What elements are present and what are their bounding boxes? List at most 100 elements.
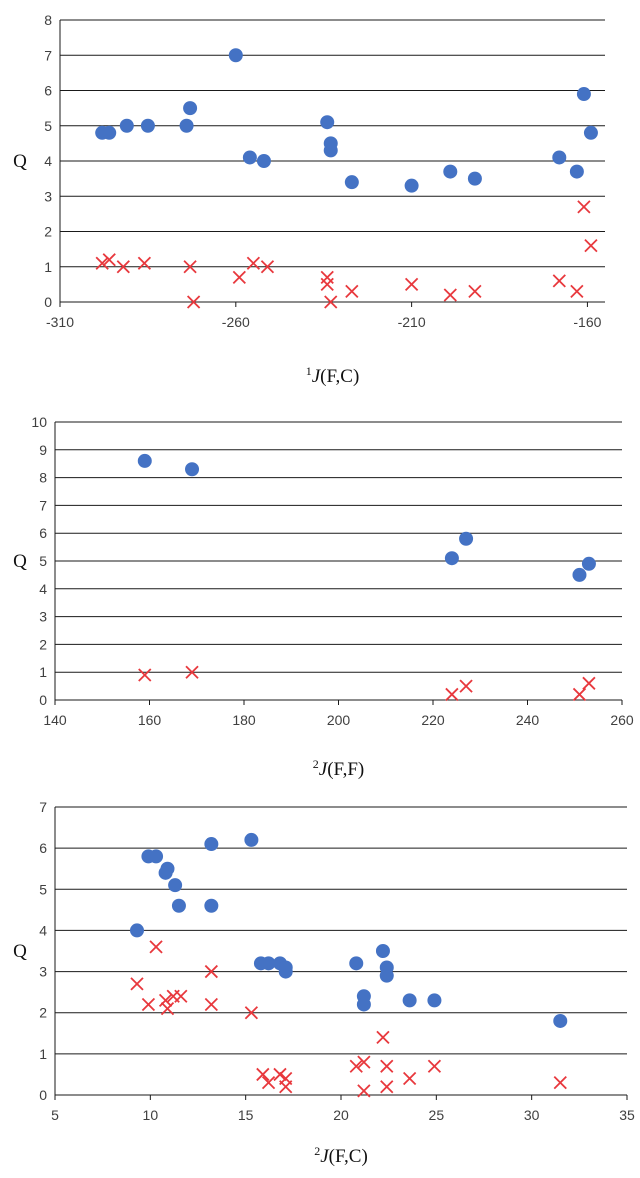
circle-point bbox=[102, 125, 117, 140]
cross-point bbox=[376, 1030, 390, 1045]
cross-point bbox=[349, 1059, 363, 1073]
x-tick-label: 15 bbox=[238, 1107, 254, 1123]
circle-point bbox=[379, 968, 394, 983]
x-tick-label: 200 bbox=[327, 712, 351, 728]
cross-point bbox=[158, 993, 173, 1008]
circle-point bbox=[581, 556, 596, 571]
circle-point bbox=[349, 956, 364, 971]
cross-point bbox=[324, 295, 338, 309]
cross-point bbox=[443, 288, 457, 302]
circle-point bbox=[244, 832, 259, 847]
cross-point bbox=[174, 989, 188, 1003]
cross-point bbox=[552, 274, 566, 288]
y-tick-label: 0 bbox=[39, 692, 47, 708]
cross-point bbox=[141, 997, 156, 1012]
x-axis-label-rest: (F,C) bbox=[320, 366, 359, 387]
y-tick-label: 5 bbox=[39, 881, 47, 897]
cross-point bbox=[553, 1076, 567, 1090]
y-tick-label: 8 bbox=[39, 470, 47, 486]
cross-point bbox=[102, 253, 116, 267]
cross-point bbox=[261, 1076, 276, 1090]
y-tick-label: 7 bbox=[39, 497, 47, 513]
x-tick-label: 180 bbox=[232, 712, 256, 728]
circle-point bbox=[576, 87, 591, 102]
y-tick-label: 0 bbox=[44, 294, 52, 310]
circle-point bbox=[443, 164, 458, 179]
y-axis-label: Q bbox=[13, 551, 27, 572]
circle-point bbox=[278, 964, 293, 979]
x-axis-label-italic: J bbox=[320, 1146, 330, 1167]
cross-point bbox=[183, 260, 197, 274]
circle-point bbox=[583, 125, 598, 140]
cross-point bbox=[138, 668, 152, 682]
y-tick-label: 1 bbox=[39, 664, 47, 680]
x-tick-label: -310 bbox=[46, 314, 74, 330]
x-tick-label: -210 bbox=[398, 314, 426, 330]
y-tick-label: 1 bbox=[39, 1046, 47, 1062]
cross-point bbox=[380, 1059, 394, 1073]
circle-point bbox=[204, 898, 219, 913]
circle-point bbox=[404, 178, 419, 193]
cross-point bbox=[320, 270, 334, 284]
circle-point bbox=[459, 531, 474, 546]
cross-point bbox=[572, 687, 587, 702]
x-tick-label: 260 bbox=[610, 712, 634, 728]
y-tick-label: 6 bbox=[39, 525, 47, 541]
cross-point bbox=[137, 256, 152, 270]
cross-point bbox=[160, 1001, 175, 1016]
cross-point bbox=[427, 1059, 442, 1073]
circle-point bbox=[129, 923, 144, 938]
x-tick-label: 140 bbox=[43, 712, 67, 728]
x-axis-label: 2J(F,F) bbox=[313, 757, 364, 780]
x-axis-label-sup: 1 bbox=[306, 364, 312, 378]
circle-point bbox=[356, 997, 371, 1012]
y-tick-label: 7 bbox=[39, 799, 47, 815]
y-tick-label: 10 bbox=[31, 414, 47, 430]
x-tick-label: 10 bbox=[143, 1107, 159, 1123]
x-tick-label: 5 bbox=[51, 1107, 59, 1123]
y-tick-label: 6 bbox=[44, 83, 52, 99]
y-tick-label: 3 bbox=[39, 609, 47, 625]
cross-point bbox=[404, 277, 419, 292]
cross-point bbox=[95, 256, 109, 270]
x-tick-label: 30 bbox=[524, 1107, 540, 1123]
circle-point bbox=[572, 567, 587, 582]
y-tick-label: 4 bbox=[39, 922, 47, 938]
y-tick-label: 9 bbox=[39, 442, 47, 458]
circle-point bbox=[119, 118, 134, 133]
cross-point bbox=[582, 676, 596, 690]
cross-point bbox=[345, 284, 359, 299]
y-tick-label: 2 bbox=[39, 1005, 47, 1021]
cross-point bbox=[320, 277, 334, 292]
x-tick-label: 20 bbox=[333, 1107, 349, 1123]
cross-point bbox=[468, 284, 482, 299]
cross-point bbox=[186, 295, 201, 309]
y-tick-label: 4 bbox=[44, 153, 52, 169]
cross-point bbox=[445, 687, 459, 702]
cross-point bbox=[403, 1071, 417, 1086]
x-tick-label: 35 bbox=[619, 1107, 635, 1123]
circle-point bbox=[140, 118, 155, 133]
circle-point bbox=[183, 101, 198, 116]
cross-point bbox=[577, 200, 591, 214]
y-tick-label: 8 bbox=[44, 12, 52, 28]
cross-point bbox=[357, 1084, 371, 1098]
y-tick-label: 3 bbox=[44, 188, 52, 204]
cross-point bbox=[204, 997, 218, 1012]
cross-point bbox=[584, 238, 598, 253]
y-tick-label: 2 bbox=[44, 224, 52, 240]
cross-point bbox=[279, 1080, 293, 1094]
x-axis-label-rest: (F,C) bbox=[329, 1146, 368, 1167]
circle-point bbox=[344, 175, 359, 190]
circle-point bbox=[160, 861, 175, 876]
circle-point bbox=[402, 993, 417, 1008]
x-tick-label: -260 bbox=[222, 314, 250, 330]
y-tick-label: 4 bbox=[39, 581, 47, 597]
circle-point bbox=[256, 154, 271, 168]
cross-point bbox=[256, 1067, 270, 1082]
cross-point bbox=[116, 260, 130, 274]
x-axis-label-italic: J bbox=[319, 759, 329, 780]
